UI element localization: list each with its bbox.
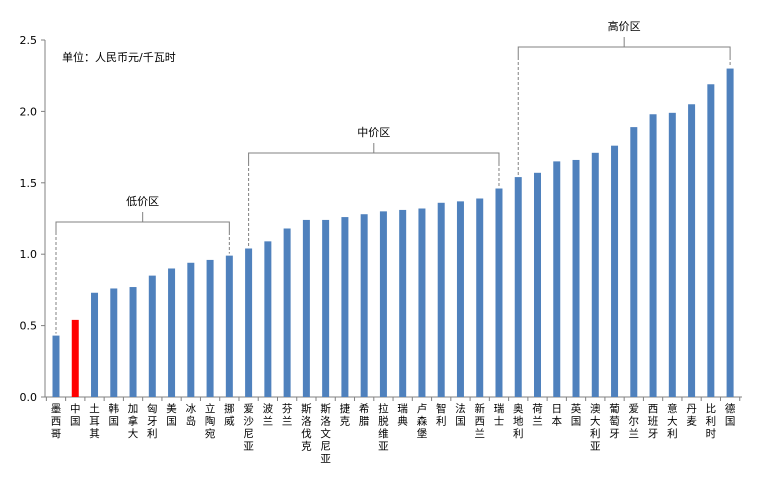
bar-爱沙尼亚 — [245, 248, 253, 397]
x-tick-label: 日本 — [552, 403, 563, 428]
bar-挪威 — [225, 255, 233, 397]
bar-意大利 — [668, 112, 676, 397]
bar-瑞典 — [399, 209, 407, 397]
y-tick-label: 1.5 — [20, 177, 38, 190]
bar-比利时 — [707, 84, 715, 397]
x-tick-label: 爱沙尼亚 — [243, 402, 254, 453]
x-tick-label: 瑞典 — [397, 403, 408, 428]
bar-瑞士 — [495, 188, 503, 397]
x-tick-label: 新西兰 — [474, 402, 485, 440]
bar-法国 — [456, 201, 464, 397]
x-tick-label: 希腊 — [359, 402, 370, 428]
x-tick-label: 芬兰 — [282, 403, 293, 428]
x-tick-label: 斯洛文尼亚 — [320, 402, 331, 465]
y-tick-label: 2.0 — [20, 105, 38, 118]
x-tick-label: 韩国 — [109, 402, 120, 428]
bar-墨西哥 — [52, 335, 60, 397]
bar-韩国 — [110, 288, 118, 397]
x-tick-label: 法国 — [455, 402, 466, 428]
bar-中国 — [71, 319, 79, 397]
y-tick-label: 2.5 — [20, 34, 38, 47]
bar-加拿大 — [129, 287, 137, 397]
bar-新西兰 — [476, 198, 484, 397]
bar-冰岛 — [187, 262, 195, 397]
bars — [52, 68, 734, 398]
annotation-label: 高价区 — [608, 19, 641, 33]
bar-丹麦 — [688, 104, 696, 397]
bar-澳大利亚 — [591, 152, 599, 397]
bar-斯洛文尼亚 — [322, 219, 330, 397]
bar-德国 — [726, 68, 734, 397]
x-tick-label: 意大利 — [667, 402, 678, 440]
x-tick-label: 丹麦 — [686, 403, 697, 428]
x-tick-label: 卢森堡 — [417, 402, 428, 440]
annotation-label: 低价区 — [126, 195, 159, 208]
annotation-bracket: 低价区 — [55, 195, 230, 334]
bar-智利 — [437, 202, 445, 397]
x-tick-label: 立陶宛 — [205, 402, 216, 440]
x-tick-label: 拉脱维亚 — [378, 402, 389, 453]
x-tick-label: 波兰 — [263, 402, 274, 428]
bar-匈牙利 — [148, 275, 156, 397]
x-tick-label: 澳大利亚 — [590, 402, 601, 453]
bar-美国 — [168, 268, 176, 397]
bar-西班牙 — [649, 114, 657, 398]
x-tick-label: 英国 — [571, 402, 582, 428]
x-tick-label: 捷克 — [340, 402, 351, 428]
x-tick-label: 荷兰 — [532, 403, 543, 428]
x-tick-label: 爱尔兰 — [629, 402, 640, 440]
annotation-bracket: 高价区 — [517, 19, 731, 176]
bar-波兰 — [264, 241, 272, 397]
bar-葡萄牙 — [611, 145, 619, 397]
x-tick-label: 奥地利 — [513, 402, 524, 440]
x-tick-label: 挪威 — [224, 402, 235, 428]
bar-荷兰 — [534, 172, 541, 397]
x-tick-label: 智利 — [436, 402, 447, 428]
unit-note: 单位：人民币元/千瓦时 — [62, 50, 176, 64]
x-tick-label: 加拿大 — [128, 403, 139, 440]
x-tick-label: 瑞士 — [494, 403, 505, 428]
annotation-label: 中价区 — [357, 126, 390, 139]
bar-立陶宛 — [206, 259, 214, 397]
bar-拉脱维亚 — [379, 211, 387, 397]
x-tick-label: 葡萄牙 — [609, 402, 620, 440]
bar-日本 — [553, 161, 561, 397]
x-tick-label: 德国 — [725, 402, 736, 428]
bar-斯洛伐克 — [302, 219, 310, 397]
bar-英国 — [572, 159, 580, 397]
x-tick-label: 土耳其 — [89, 402, 100, 440]
annotations: 低价区 中价区 高价区 — [55, 19, 731, 334]
bar-卢森堡 — [418, 208, 426, 397]
x-tick-label: 西班牙 — [648, 403, 659, 440]
x-tick-labels: 墨西哥中国土耳其韩国加拿大匈牙利美国冰岛立陶宛挪威爱沙尼亚波兰芬兰斯洛伐克斯洛文… — [51, 402, 736, 465]
annotation-bracket: 中价区 — [248, 126, 500, 247]
bar-奥地利 — [514, 177, 522, 397]
x-tick-label: 比利时 — [706, 402, 717, 440]
bar-芬兰 — [283, 228, 291, 397]
bar-土耳其 — [91, 292, 99, 397]
y-tick-label: 1.0 — [20, 248, 38, 261]
x-tick-label: 美国 — [166, 402, 177, 428]
bar-爱尔兰 — [630, 127, 638, 397]
bar-捷克 — [341, 217, 349, 397]
x-tick-label: 中国 — [70, 402, 81, 428]
bar-希腊 — [360, 214, 368, 397]
axes: 0.0 0.5 1.0 1.5 2.0 2.5 — [20, 34, 742, 404]
x-tick-label: 匈牙利 — [147, 402, 158, 440]
x-tick-label: 斯洛伐克 — [301, 402, 312, 453]
y-tick-label: 0.0 — [20, 391, 38, 404]
x-tick-label: 墨西哥 — [51, 403, 62, 440]
y-tick-label: 0.5 — [20, 320, 38, 333]
x-tick-label: 冰岛 — [186, 402, 197, 428]
